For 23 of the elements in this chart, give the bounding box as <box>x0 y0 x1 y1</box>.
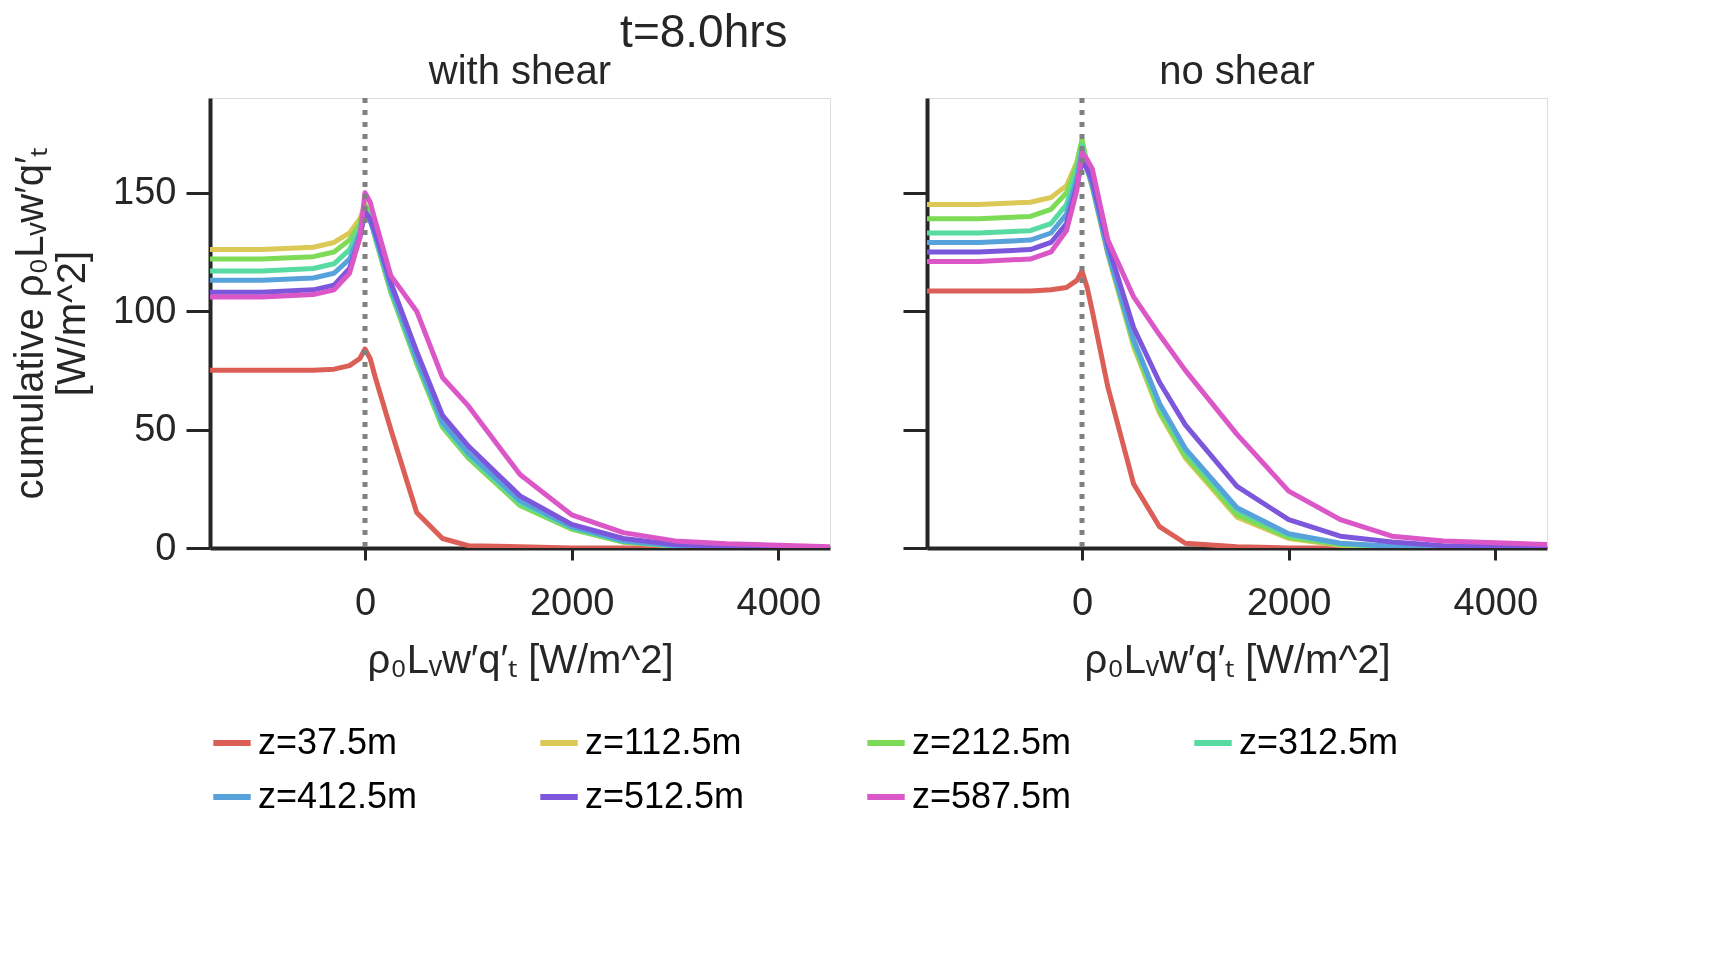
x-tick-label: 0 <box>354 580 377 623</box>
chart-subtitle: with shear <box>427 47 612 92</box>
x-axis-title: ρ₀Lᵥw′q′ₜ [W/m^2] <box>367 636 674 681</box>
y-axis-title: cumulative ρ₀Lᵥw′q′ₜ [W/m^2] <box>7 147 94 500</box>
x-axis-title: ρ₀Lᵥw′q′ₜ [W/m^2] <box>1084 636 1391 681</box>
y-tick-label: 150 <box>113 170 177 213</box>
x-tick-label: 0 <box>1071 580 1094 623</box>
legend-label: z=212.5m <box>912 721 1072 762</box>
x-tick-label: 2000 <box>529 580 615 623</box>
chart-subtitle: no shear <box>1159 47 1315 92</box>
legend-label: z=37.5m <box>258 721 398 762</box>
y-tick-label: 0 <box>155 525 177 568</box>
legend-label: z=312.5m <box>1239 721 1399 762</box>
chart-title: t=8.0hrs <box>620 5 788 57</box>
y-tick-label: 100 <box>113 288 177 331</box>
legend-label: z=512.5m <box>585 775 745 816</box>
y-tick-label: 50 <box>134 407 177 450</box>
x-tick-label: 4000 <box>736 580 822 623</box>
legend-label: z=112.5m <box>585 721 742 762</box>
x-tick-label: 2000 <box>1246 580 1332 623</box>
x-tick-label: 4000 <box>1453 580 1539 623</box>
legend-label: z=412.5m <box>258 775 418 816</box>
legend-label: z=587.5m <box>912 775 1072 816</box>
